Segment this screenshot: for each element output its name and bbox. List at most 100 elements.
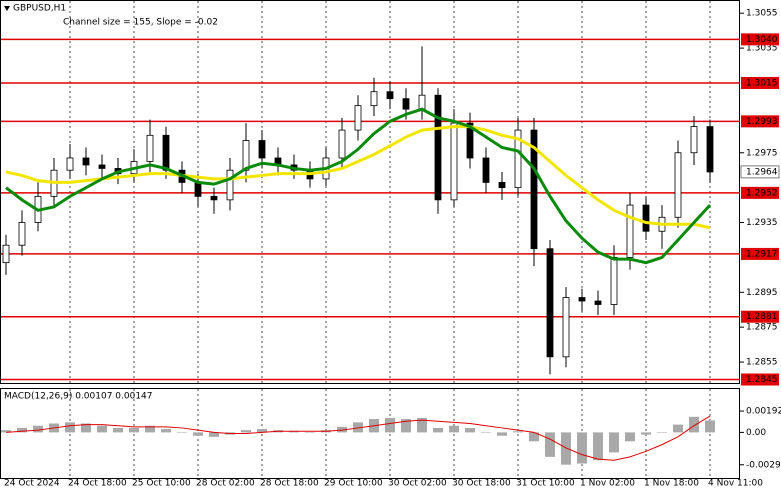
candle-body [498, 182, 506, 189]
macd-bar [481, 432, 491, 433]
macd-bar [513, 431, 523, 433]
candle-body [82, 157, 90, 166]
candle-body [514, 129, 522, 189]
macd-bar [641, 432, 651, 435]
x-tick-label: 4 Nov 11:00 [708, 479, 763, 489]
y-tick-label: 1.2875 [746, 323, 778, 333]
candle-body [258, 140, 266, 159]
x-tick-label: 31 Oct 10:00 [516, 479, 575, 489]
y-tick-label: 0.00192 [746, 407, 781, 417]
macd-bar [113, 427, 123, 433]
level-label: 1.2917 [746, 249, 778, 259]
candle-body [18, 222, 26, 246]
macd-bar [1, 430, 11, 433]
candle-body [626, 204, 634, 258]
candle-body [386, 91, 394, 100]
candle-body [146, 134, 154, 162]
y-tick-label: 0.00 [746, 428, 766, 438]
macd-bar [545, 432, 555, 457]
macd-bar [81, 423, 91, 433]
macd-bar [689, 416, 699, 433]
macd-bar [673, 424, 683, 433]
macd-bar [305, 432, 315, 433]
chart-title: GBPUSD,H1 [13, 4, 66, 14]
x-tick-label: 25 Oct 10:00 [132, 479, 191, 489]
last-price-label: 1.2964 [746, 167, 778, 177]
candle-body [226, 169, 234, 201]
candle-body [370, 91, 378, 107]
candle-body [562, 297, 570, 358]
macd-bar [577, 432, 587, 464]
macd-bar [337, 426, 347, 433]
level-label-bg [741, 373, 779, 386]
macd-bar [241, 430, 251, 433]
x-tick-label: 30 Oct 18:00 [452, 479, 511, 489]
candle-body [546, 248, 554, 358]
candle-body [482, 157, 490, 183]
candle-body [210, 195, 218, 201]
macd-bar [385, 417, 395, 433]
level-label-bg [741, 33, 779, 46]
level-label-bg [741, 76, 779, 89]
last-price-bg [740, 165, 780, 179]
macd-bar [657, 432, 667, 433]
macd-bar [625, 432, 635, 442]
x-tick-label: 29 Oct 10:00 [324, 479, 383, 489]
macd-bar [353, 422, 363, 433]
candle-body [402, 98, 410, 110]
x-tick-label: 28 Oct 02:00 [196, 479, 255, 489]
candle-body [194, 182, 202, 197]
symbol-icon [4, 6, 10, 11]
macd-bar [561, 432, 571, 465]
macd-bar [193, 432, 203, 436]
level-label: 1.2881 [746, 312, 778, 322]
y-tick-label: 1.3035 [746, 44, 778, 54]
candle-body [594, 300, 602, 305]
y-tick-label: 1.2935 [746, 218, 778, 228]
candle-body [2, 244, 10, 264]
macd-bar [401, 419, 411, 433]
macd-bar [529, 432, 539, 442]
x-tick-label: 1 Nov 02:00 [580, 479, 635, 489]
macd-bar [593, 432, 603, 461]
macd-bar [161, 429, 171, 433]
candle-body [610, 257, 618, 305]
x-tick-label: 24 Oct 2024 [4, 479, 60, 489]
y-tick-label: 1.2895 [746, 288, 778, 298]
candle-body [674, 152, 682, 218]
macd-bar [289, 431, 299, 433]
level-label-bg [741, 115, 779, 128]
macd-bar [433, 427, 443, 433]
macd-bar [17, 427, 27, 433]
level-label: 1.3015 [746, 78, 778, 88]
chart-subtitle: Channel size = 155, Slope = -0.02 [63, 18, 218, 28]
candle-body [98, 164, 106, 169]
candle-body [418, 94, 426, 110]
macd-bar [209, 432, 219, 437]
candle-body [354, 105, 362, 131]
macd-bar [65, 422, 75, 433]
level-label-bg [741, 186, 779, 199]
candle-body [450, 122, 458, 201]
macd-bar [497, 432, 507, 436]
x-tick-label: 30 Oct 02:00 [388, 479, 447, 489]
macd-bar [97, 425, 107, 433]
level-label-bg [741, 310, 779, 323]
x-tick-label: 1 Nov 18:00 [644, 479, 699, 489]
level-label: 1.3040 [746, 35, 778, 45]
macd-bar [465, 427, 475, 433]
macd-bar [33, 425, 43, 433]
main-panel [0, 0, 740, 384]
x-tick-label: 24 Oct 18:00 [68, 479, 127, 489]
candle-body [434, 94, 442, 201]
level-label: 1.2845 [746, 375, 778, 385]
candle-body [66, 157, 74, 171]
level-label: 1.2952 [746, 188, 778, 198]
level-label-bg [741, 247, 779, 260]
candle-body [578, 297, 586, 302]
candle-body [706, 126, 714, 173]
macd-bar [449, 425, 459, 433]
y-tick-label: 1.2975 [746, 148, 778, 158]
ma-fast-line [5, 107, 712, 265]
